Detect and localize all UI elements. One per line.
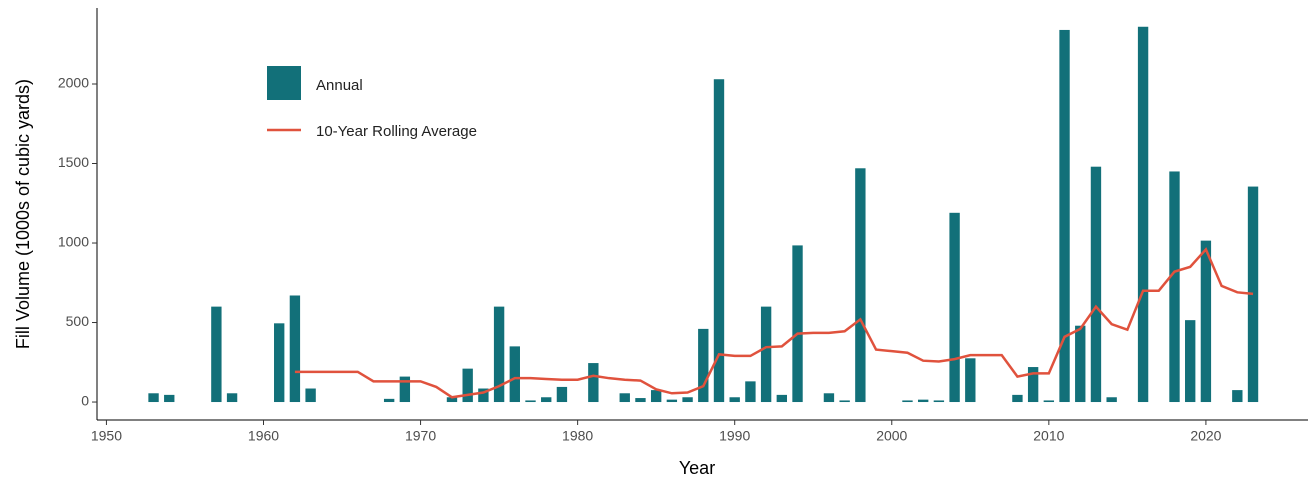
x-tick-label: 1970 [405, 428, 436, 444]
bar [1090, 166, 1102, 403]
x-tick-label: 2020 [1190, 428, 1221, 444]
bar [839, 400, 850, 403]
bar [729, 397, 740, 403]
x-tick-label: 1950 [91, 428, 122, 444]
bar [698, 328, 709, 403]
bar [760, 306, 772, 403]
bar [541, 397, 552, 403]
x-tick-label: 1960 [248, 428, 279, 444]
bar [211, 306, 222, 403]
bar [305, 388, 316, 403]
x-tick-label: 1980 [562, 428, 593, 444]
bar [713, 79, 725, 403]
line [294, 247, 1254, 399]
bar [1043, 400, 1055, 403]
y-tick-label: 500 [66, 313, 90, 329]
bar [650, 390, 662, 403]
legend-label: Annual [316, 77, 363, 94]
bar [289, 295, 301, 403]
bar [917, 399, 929, 403]
bar [446, 397, 458, 403]
x-tick-label: 1990 [719, 428, 750, 444]
bar [148, 393, 159, 403]
bar [1247, 186, 1259, 403]
bar [965, 358, 976, 403]
y-axis-title: Fill Volume (1000s of cubic yards) [13, 79, 33, 349]
y-tick-label: 2000 [58, 75, 89, 91]
bar [1059, 29, 1070, 403]
bar [525, 400, 536, 403]
bar [792, 245, 803, 403]
bar [635, 398, 646, 403]
x-tick-label: 2010 [1033, 428, 1064, 444]
bar [949, 212, 960, 403]
bar [226, 393, 238, 403]
bar [1012, 394, 1023, 403]
bar [1232, 390, 1243, 403]
bar [776, 394, 788, 403]
y-tick-label: 1500 [58, 154, 89, 170]
bar [745, 381, 756, 403]
bar [509, 346, 520, 403]
bar [1106, 397, 1117, 403]
bar [462, 368, 473, 403]
bar [383, 398, 395, 403]
bar [1075, 325, 1086, 403]
bar [1185, 320, 1196, 403]
bar [823, 393, 835, 403]
bar [1027, 367, 1039, 403]
bar [902, 400, 913, 403]
x-tick-label: 2000 [876, 428, 907, 444]
bar [588, 363, 599, 403]
bar [933, 400, 945, 403]
bar [1137, 26, 1149, 403]
bar [274, 323, 285, 403]
legend-swatch [267, 66, 301, 100]
bar [164, 394, 175, 403]
y-tick-label: 0 [81, 393, 89, 409]
x-axis-title: Year [679, 458, 715, 478]
y-tick-label: 1000 [58, 234, 89, 250]
bar [619, 393, 630, 403]
legend-label: 10-Year Rolling Average [316, 123, 477, 140]
bar [666, 399, 678, 403]
bar [1200, 240, 1212, 403]
bar [478, 388, 489, 403]
bar [399, 376, 411, 403]
bar [855, 168, 866, 403]
bar [493, 306, 505, 403]
bar [1169, 171, 1180, 403]
bar [682, 397, 693, 403]
bar [556, 386, 568, 403]
